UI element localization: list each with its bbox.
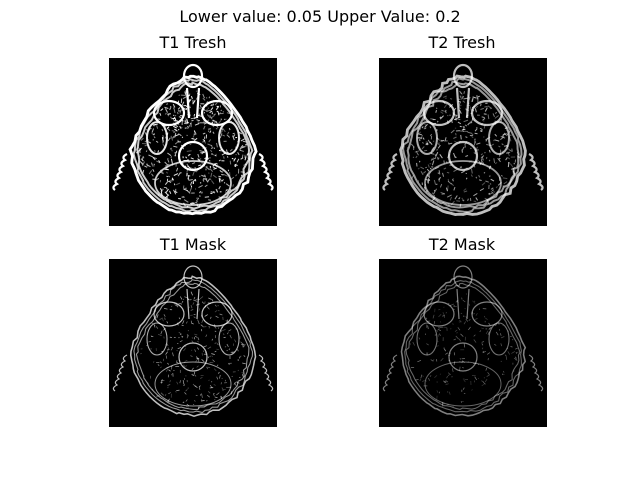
brain-slice-graphic xyxy=(109,259,277,427)
figure-suptitle: Lower value: 0.05 Upper Value: 0.2 xyxy=(179,7,461,26)
brain-slice-graphic xyxy=(379,58,547,226)
t2-mask-image xyxy=(379,259,547,427)
t1-tresh-image xyxy=(109,58,277,226)
t1-mask-image xyxy=(109,259,277,427)
panel-title-t1-mask: T1 Mask xyxy=(159,235,227,254)
t2-tresh-image xyxy=(379,58,547,226)
panel-title-t1-tresh: T1 Tresh xyxy=(159,33,227,52)
brain-slice-graphic xyxy=(109,58,277,226)
panel-title-t2-mask: T2 Mask xyxy=(428,235,496,254)
brain-slice-graphic xyxy=(379,259,547,427)
panel-title-t2-tresh: T2 Tresh xyxy=(428,33,496,52)
